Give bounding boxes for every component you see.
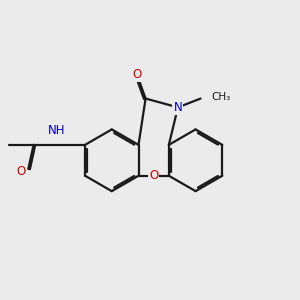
Text: O: O xyxy=(132,68,141,81)
Text: O: O xyxy=(16,165,26,178)
Text: O: O xyxy=(149,169,158,182)
Text: CH₃: CH₃ xyxy=(212,92,231,102)
Text: NH: NH xyxy=(48,124,65,136)
Text: N: N xyxy=(174,101,182,114)
